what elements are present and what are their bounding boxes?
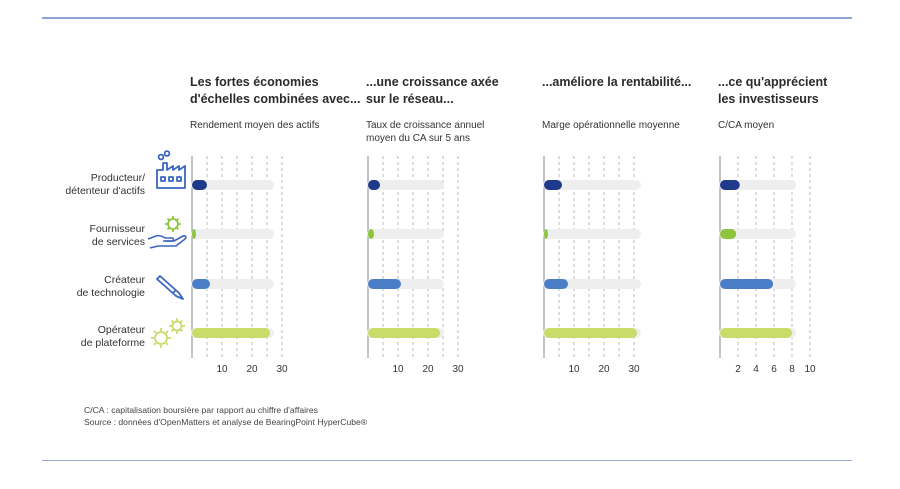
panel-subtitle-line: moyen du CA sur 5 ans (366, 133, 470, 144)
tick-label: 6 (771, 364, 777, 375)
panel-subtitle-line: Taux de croissance annuel (366, 120, 485, 131)
panel-title-line: sur le réseau... (366, 92, 454, 106)
panel-title-line: Les fortes économies (190, 75, 319, 89)
footnote-source: Source : données d'OpenMatters et analys… (84, 417, 368, 427)
footnotes: C/CA : capitalisation boursière par rapp… (84, 404, 367, 428)
panel-subtitle-line: Rendement moyen des actifs (190, 120, 320, 131)
panel-title-line: les investisseurs (718, 92, 819, 106)
bar (544, 180, 562, 190)
tick-label: 30 (628, 364, 640, 375)
row-label-line: Fournisseur (89, 223, 145, 235)
panel-title-line: ...ce qu'apprécient (718, 75, 828, 89)
bar (544, 279, 568, 289)
row-label-line: de services (91, 236, 145, 248)
gears-icon (151, 318, 185, 348)
bar (368, 229, 374, 239)
tick-label: 4 (753, 364, 759, 375)
tick-label: 10 (804, 364, 816, 375)
tick-label: 30 (276, 364, 288, 375)
tick-label: 20 (598, 364, 610, 375)
bar (192, 229, 196, 239)
bar (720, 279, 774, 289)
bar (544, 328, 637, 338)
tick-label: 20 (246, 364, 258, 375)
panel-title: ...améliore la rentabilité... (542, 74, 722, 91)
row-label-operateur: Opérateur de plateforme (35, 324, 145, 350)
bar (368, 328, 440, 338)
row-label-producteur: Producteur/ détenteur d'actifs (35, 172, 145, 198)
bar (720, 180, 740, 190)
panel-subtitle: Rendement moyen des actifs (190, 119, 365, 132)
row-label-line: Créateur (104, 274, 145, 286)
row-label-createur: Créateur de technologie (35, 274, 145, 300)
panel-title-line: ...une croissance axée (366, 75, 499, 89)
row-label-fournisseur: Fournisseur de services (35, 223, 145, 249)
panel-title: ...une croissance axée sur le réseau... (366, 74, 546, 108)
chart-rentabilite: 10 20 30 (543, 156, 641, 375)
pencil-icon (156, 275, 184, 300)
row-label-line: détenteur d'actifs (65, 185, 145, 197)
bar (720, 328, 792, 338)
tick-label: 10 (392, 364, 404, 375)
panel-title-line: ...améliore la rentabilité... (542, 75, 692, 89)
panel-title: Les fortes économies d'échelles combinée… (190, 74, 370, 108)
bar (192, 180, 207, 190)
row-label-line: de plateforme (80, 337, 145, 349)
bar (368, 180, 380, 190)
service-hand-gear-icon (147, 216, 187, 249)
tick-label: 8 (789, 364, 795, 375)
chart-investisseurs: 2 4 6 8 10 (719, 156, 816, 375)
bar (368, 279, 401, 289)
bar (544, 229, 548, 239)
tick-label: 10 (216, 364, 228, 375)
bar (192, 279, 210, 289)
row-label-line: Producteur/ (90, 172, 145, 184)
panel-title: ...ce qu'apprécient les investisseurs (718, 74, 898, 108)
row-label-line: de technologie (76, 287, 145, 299)
panel-title-line: d'échelles combinées avec... (190, 92, 361, 106)
panel-subtitle-line: Marge opérationnelle moyenne (542, 120, 680, 131)
panel-subtitle: C/CA moyen (718, 119, 893, 132)
panel-subtitle: Marge opérationnelle moyenne (542, 119, 717, 132)
panel-subtitle-line: C/CA moyen (718, 120, 775, 131)
row-label-line: Opérateur (97, 324, 145, 336)
bottom-rule (42, 460, 852, 461)
bar (720, 229, 737, 239)
tick-label: 2 (735, 364, 741, 375)
chart-rendement: 10 20 30 (191, 156, 288, 375)
chart-croissance: 10 20 30 (367, 156, 464, 375)
tick-label: 20 (422, 364, 434, 375)
tick-label: 30 (452, 364, 464, 375)
bar (192, 328, 270, 338)
panel-subtitle: Taux de croissance annuel moyen du CA su… (366, 119, 541, 145)
tick-label: 10 (568, 364, 580, 375)
top-rule (42, 17, 852, 19)
footnote-definition: C/CA : capitalisation boursière par rapp… (84, 405, 318, 415)
factory-icon (156, 150, 186, 189)
